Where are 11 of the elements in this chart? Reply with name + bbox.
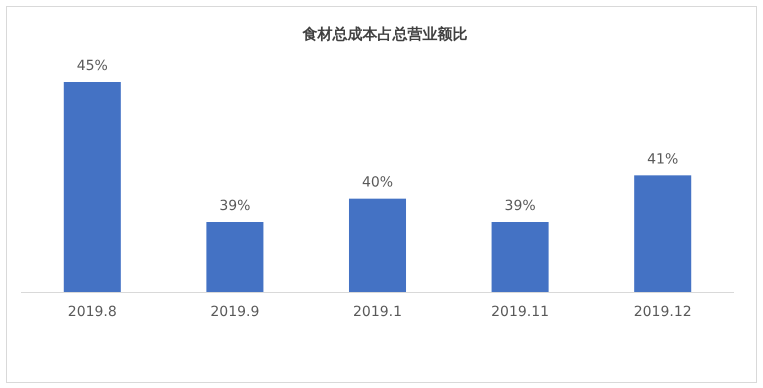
x-tick-label: 2019.1: [353, 304, 402, 320]
x-tick-label: 2019.11: [491, 304, 550, 320]
data-label: 40%: [362, 174, 394, 191]
x-tick-label: 2019.9: [210, 304, 260, 320]
data-label: 45%: [76, 58, 108, 74]
x-tick-label: 2019.12: [634, 304, 692, 320]
data-label: 39%: [219, 198, 250, 214]
data-label: 41%: [647, 151, 678, 168]
data-label: 39%: [504, 198, 536, 214]
x-tick-label: 2019.8: [68, 304, 117, 320]
chart-title: 食材总成本占总营业额比: [302, 25, 468, 43]
